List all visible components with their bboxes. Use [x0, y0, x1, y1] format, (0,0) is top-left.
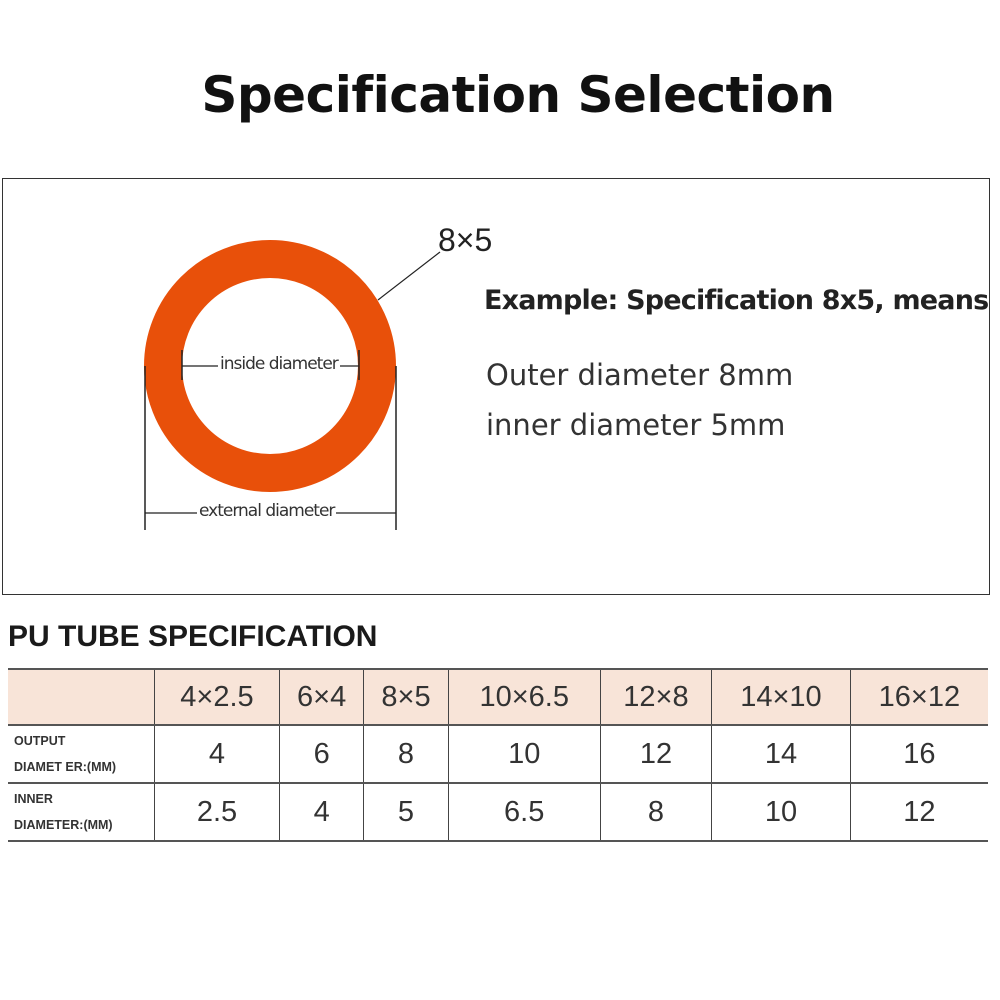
row-label: INNER DIAMETER:(MM): [8, 783, 155, 842]
table-cell: 10: [447, 725, 601, 784]
table-cell: 4: [154, 725, 280, 784]
column-header: 4×2.5: [154, 669, 280, 726]
table-cell: 6.5: [447, 783, 601, 842]
leader-line: [377, 251, 441, 301]
example-heading: Example: Specification 8x5, means: [484, 285, 989, 316]
table-cell: 6: [278, 725, 364, 784]
table-cell: 10: [711, 783, 851, 842]
column-header: 14×10: [711, 669, 851, 726]
column-header: 16×12: [849, 669, 988, 726]
column-header: 10×6.5: [447, 669, 601, 726]
table-cell: 12: [849, 783, 988, 842]
column-header: 6×4: [278, 669, 364, 726]
diagram-panel: [2, 178, 990, 595]
row-label-line: INNER: [14, 792, 53, 806]
table-cell: 14: [711, 725, 851, 784]
tube-ring: [144, 240, 396, 492]
section-title: PU TUBE SPECIFICATION: [8, 620, 378, 653]
table-cell: 8: [599, 783, 712, 842]
column-header: 8×5: [363, 669, 449, 726]
tube-cross-section-diagram: [144, 240, 441, 530]
table-cell: 4: [278, 783, 364, 842]
row-label-line: DIAMET ER:(MM): [14, 760, 117, 774]
table-cell: 8: [363, 725, 449, 784]
external-diameter-label: external diameter: [197, 501, 337, 521]
table-row: INNER DIAMETER:(MM) 2.5 4 5 6.5 8 10 12: [8, 783, 988, 842]
row-label: OUTPUT DIAMET ER:(MM): [8, 725, 155, 784]
table-cell: 5: [363, 783, 449, 842]
table-header-row: 4×2.5 6×4 8×5 10×6.5 12×8 14×10 16×12: [8, 669, 988, 726]
spec-label: 8×5: [438, 222, 493, 258]
spec-table: 4×2.5 6×4 8×5 10×6.5 12×8 14×10 16×12 OU…: [8, 668, 988, 842]
row-label-line: OUTPUT: [14, 734, 66, 748]
header-corner: [8, 669, 155, 726]
table-row: OUTPUT DIAMET ER:(MM) 4 6 8 10 12 14 16: [8, 725, 988, 784]
table-cell: 12: [599, 725, 712, 784]
row-label-line: DIAMETER:(MM): [14, 818, 113, 832]
table-cell: 16: [849, 725, 988, 784]
inner-diameter-text: inner diameter 5mm: [486, 408, 786, 442]
page-title: Specification Selection: [201, 66, 835, 124]
table-cell: 2.5: [154, 783, 280, 842]
outer-diameter-text: Outer diameter 8mm: [486, 358, 794, 392]
column-header: 12×8: [599, 669, 712, 726]
inside-diameter-label: inside diameter: [218, 354, 340, 374]
